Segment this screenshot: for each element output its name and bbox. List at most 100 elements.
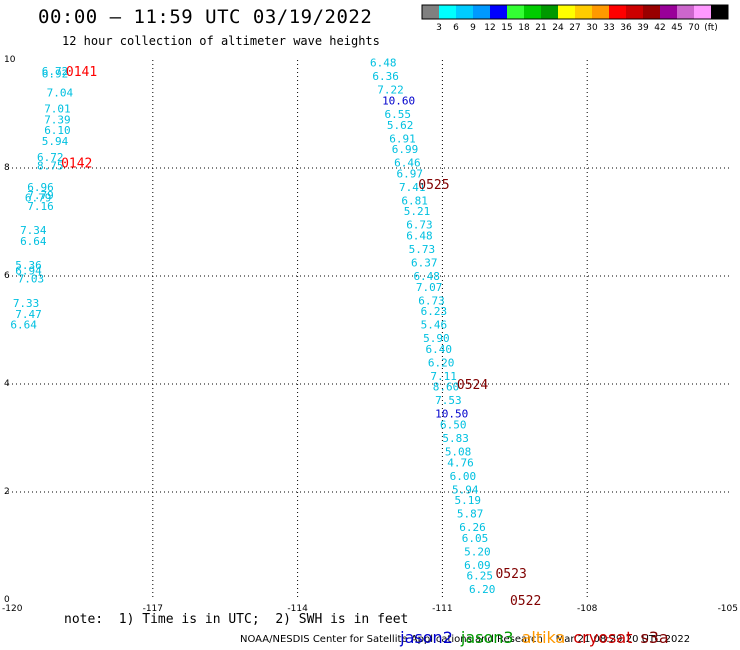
wave-height-value: 7.34 [20,224,47,237]
wave-height-value: 7.79 [27,189,54,202]
wave-height-value: 6.64 [20,235,47,248]
wave-height-value: 6.96 [27,181,54,194]
colorbar-label: 18 [518,23,530,33]
wave-height-value: 6.72 [42,65,69,78]
wave-height-value: 5.08 [445,446,472,459]
colorbar-swatch [660,5,677,19]
wave-height-value: 6.99 [392,143,419,156]
wave-height-value: 6.36 [372,70,399,83]
colorbar-swatch [643,5,660,19]
wave-height-value: 6.97 [397,167,424,180]
wave-height-value: 6.00 [450,470,477,483]
colorbar-swatch [473,5,490,19]
wave-height-value: 8.75 [37,159,64,172]
wave-height-value: 6.10 [44,124,70,137]
track-label: 0142 [61,157,92,172]
colorbar-swatch [541,5,558,19]
wave-height-value: 6.05 [462,532,489,545]
page-subtitle: 12 hour collection of altimeter wave hei… [62,34,380,48]
wave-height-value: 6.73 [406,219,433,232]
colorbar-label: 42 [654,23,665,33]
wave-height-value: 6.79 [25,192,52,205]
wave-height-value: 6.37 [411,257,438,270]
wave-height-value: 6.25 [467,570,494,583]
wave-height-value: 4.76 [447,456,474,469]
wave-height-value: 5.21 [404,205,431,218]
footer-note: note: 1) Time is in UTC; 2) SWH is in fe… [64,612,409,627]
wave-height-value: 6.20 [428,356,455,369]
wave-height-value: 5.94 [42,135,69,148]
track-label: 0523 [495,567,526,582]
wave-height-value: 7.07 [416,281,443,294]
wave-height-value: 6.40 [426,343,453,356]
wave-height-points: 6.726.927.047.017.396.105.946.728.756.96… [10,57,495,597]
wave-height-value: 6.91 [389,132,416,145]
wave-height-value: 5.83 [442,432,469,445]
wave-height-value: 10.60 [382,95,415,108]
x-tick-label: -111 [432,604,452,614]
wave-height-value: 7.11 [430,370,457,383]
y-tick-label: 0 [4,595,10,605]
colorbar-swatch [558,5,575,19]
colorbar-swatch [694,5,711,19]
colorbar-swatch [490,5,507,19]
wave-height-value: 6.20 [469,583,496,596]
wave-height-value: 5.36 [15,259,41,272]
wave-height-value: 6.23 [421,305,448,318]
track-labels: 0141 0142 0525 0524 0523 0522 [61,65,541,609]
colorbar-label: 39 [637,23,649,33]
axis-ticks: -120 -117 -114 -111 -108 -105 0 2 4 6 8 10 [2,55,738,614]
wave-height-value: 6.55 [384,108,411,121]
wave-height-value: 6.72 [37,151,64,164]
wave-height-value: 5.73 [409,243,436,256]
colorbar-swatch [507,5,524,19]
wave-height-value: 5.19 [454,494,481,507]
colorbar-label: 15 [501,23,512,33]
colorbar: 3 6 9 12 15 18 21 24 27 30 33 36 39 42 45 70 (ft) [421,4,729,33]
colorbar-swatch [711,5,728,19]
colorbar-label: (ft) [704,23,718,33]
colorbar-swatch [524,5,541,19]
legend-jason3: jason3 [460,628,514,647]
wave-height-value: 6.48 [370,57,397,70]
wave-height-value: 5.94 [452,483,479,496]
colorbar-label: 36 [620,23,632,33]
wave-height-value: 8.60 [433,381,460,394]
x-tick-label: -105 [718,604,738,614]
colorbar-swatch [439,5,456,19]
colorbar-swatch [677,5,694,19]
map-grid [8,60,732,600]
wave-height-value: 6.46 [394,157,421,170]
page-title: 00:00 – 11:59 UTC 03/19/2022 [38,6,373,28]
legend-jason2: jason2 [400,628,453,647]
colorbar-swatch [456,5,473,19]
wave-height-value: 6.64 [10,319,37,332]
colorbar-label: 3 [436,23,442,33]
track-label: 0525 [418,178,449,193]
legend-altika: altika [521,628,566,647]
track-label: 0524 [457,378,488,393]
y-tick-label: 8 [4,163,10,173]
wave-height-value: 6.48 [413,270,440,283]
wave-height-value: 7.16 [27,200,54,213]
wave-height-value: 7.03 [18,273,45,286]
colorbar-swatch [592,5,609,19]
satellite-legend: jason2 jason3 altika cryosat s3a [390,609,677,647]
wave-height-value: 7.22 [377,84,404,97]
wave-height-value: 6.26 [459,521,486,534]
colorbar-swatch [575,5,592,19]
track-label: 0522 [510,594,541,609]
colorbar-label: 45 [671,23,682,33]
wave-height-value: 6.48 [406,230,433,243]
wave-height-value: 6.94 [15,265,42,278]
wave-height-value: 6.50 [440,419,467,432]
colorbar-swatch [609,5,626,19]
y-tick-label: 4 [4,379,10,389]
wave-height-value: 6.81 [401,194,428,207]
wave-height-value: 7.47 [15,308,41,321]
x-tick-label: -114 [287,604,308,614]
x-tick-label: -120 [2,604,23,614]
colorbar-label: 6 [453,23,459,33]
wave-height-value: 5.46 [421,319,448,332]
